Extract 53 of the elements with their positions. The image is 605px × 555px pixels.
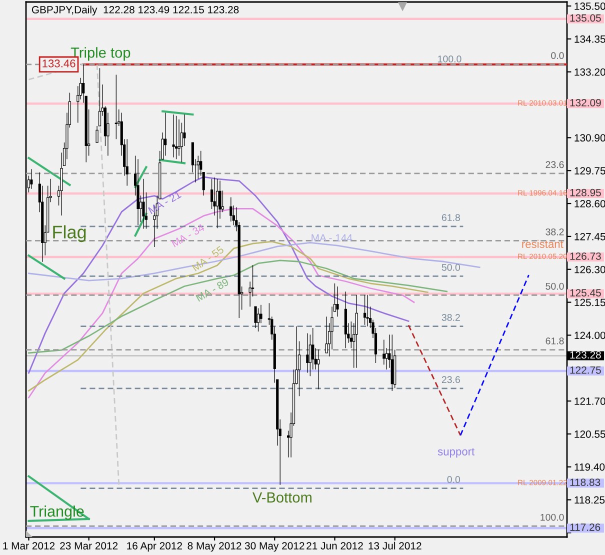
x-tick-label: 1 Mar 2012	[3, 542, 55, 550]
x-tick-label: 16 Apr 2012	[127, 542, 182, 552]
series-label: 100.0	[540, 514, 564, 521]
text: MA - 34	[171, 224, 205, 248]
ref-line-label: 117.26	[570, 524, 600, 531]
y-tick-label: 130.90	[574, 134, 605, 142]
text: MA - 55	[192, 246, 224, 272]
y-tick-label: 121.70	[574, 398, 605, 405]
x-tick-label: 8 May 2012	[188, 542, 242, 552]
annotation: 100.0	[438, 56, 462, 62]
ref-line-label: 135.05	[570, 14, 601, 22]
chart-title: GBPJPY,Daily 122.28 123.49 122.15 123.28	[32, 6, 239, 16]
ref-line-label: 122.75	[570, 366, 601, 374]
series-label: 0.0	[447, 476, 460, 483]
series-label: 61.8	[442, 214, 460, 222]
annotation: Triple top	[70, 47, 130, 61]
series-label: 38.2	[546, 228, 564, 236]
series-label: 23.6	[442, 376, 460, 384]
y-tick-label: 118.25	[574, 496, 605, 504]
y-tick-label: 124.00	[574, 332, 605, 340]
ref-line-label: 126.73	[570, 252, 601, 260]
series-label: 0.0	[551, 52, 564, 60]
y-tick-label: 134.35	[574, 35, 605, 43]
y-tick-label: 128.60	[574, 200, 605, 208]
x-tick-label: 21 Jun 2012	[306, 542, 363, 550]
x-tick-label: 13 Jul 2012	[368, 542, 422, 550]
series-label: 23.6	[546, 161, 564, 168]
text: MA - 89	[196, 278, 230, 302]
annotation: 133.46	[42, 60, 76, 68]
ref-line-label: 128.95	[570, 188, 601, 196]
series-label: MA - 144	[312, 234, 352, 242]
y-tick-label: 119.40	[574, 463, 605, 471]
annotation: resistant	[522, 240, 564, 248]
ref-line-label: 132.09	[570, 99, 601, 106]
series-label: 38.2	[442, 314, 460, 321]
ref-line-label: 123.28	[570, 351, 601, 359]
y-tick-label: 133.20	[574, 68, 605, 76]
annotation: V-Bottom	[252, 492, 312, 503]
y-tick-label: 129.75	[574, 167, 605, 174]
y-tick-label: 125.15	[574, 298, 605, 306]
y-tick-label: 120.55	[574, 430, 605, 438]
x-tick-label: 30 May 2012	[244, 542, 304, 552]
annotation: Flag	[53, 225, 86, 242]
y-tick-label: 126.30	[574, 266, 605, 274]
ref-line-label: 118.83	[570, 478, 600, 486]
y-tick-label: 127.45	[574, 232, 605, 240]
ref-line-label: 125.45	[570, 289, 601, 296]
series-label: 50.0	[442, 264, 460, 271]
y-tick-label: 135.50	[574, 2, 605, 10]
series-label: 50.0	[546, 282, 564, 290]
x-tick-label: 23 Mar 2012	[60, 542, 118, 550]
series-label: 61.8	[546, 338, 564, 344]
annotation: support	[438, 448, 475, 458]
